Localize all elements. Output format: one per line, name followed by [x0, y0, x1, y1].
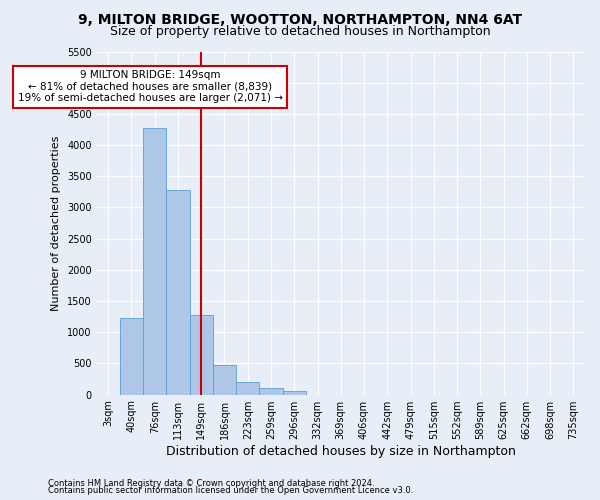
Text: Size of property relative to detached houses in Northampton: Size of property relative to detached ho… — [110, 25, 490, 38]
Y-axis label: Number of detached properties: Number of detached properties — [52, 136, 61, 310]
Bar — [259, 388, 283, 394]
Text: 9 MILTON BRIDGE: 149sqm
← 81% of detached houses are smaller (8,839)
19% of semi: 9 MILTON BRIDGE: 149sqm ← 81% of detache… — [17, 70, 283, 103]
Text: Contains HM Land Registry data © Crown copyright and database right 2024.: Contains HM Land Registry data © Crown c… — [48, 478, 374, 488]
Bar — [120, 318, 143, 394]
Bar — [166, 190, 190, 394]
Bar — [213, 366, 236, 394]
Bar — [236, 382, 259, 394]
Bar — [190, 314, 213, 394]
Bar — [143, 128, 166, 394]
Text: 9, MILTON BRIDGE, WOOTTON, NORTHAMPTON, NN4 6AT: 9, MILTON BRIDGE, WOOTTON, NORTHAMPTON, … — [78, 12, 522, 26]
Text: Contains public sector information licensed under the Open Government Licence v3: Contains public sector information licen… — [48, 486, 413, 495]
X-axis label: Distribution of detached houses by size in Northampton: Distribution of detached houses by size … — [166, 444, 516, 458]
Bar — [283, 391, 306, 394]
